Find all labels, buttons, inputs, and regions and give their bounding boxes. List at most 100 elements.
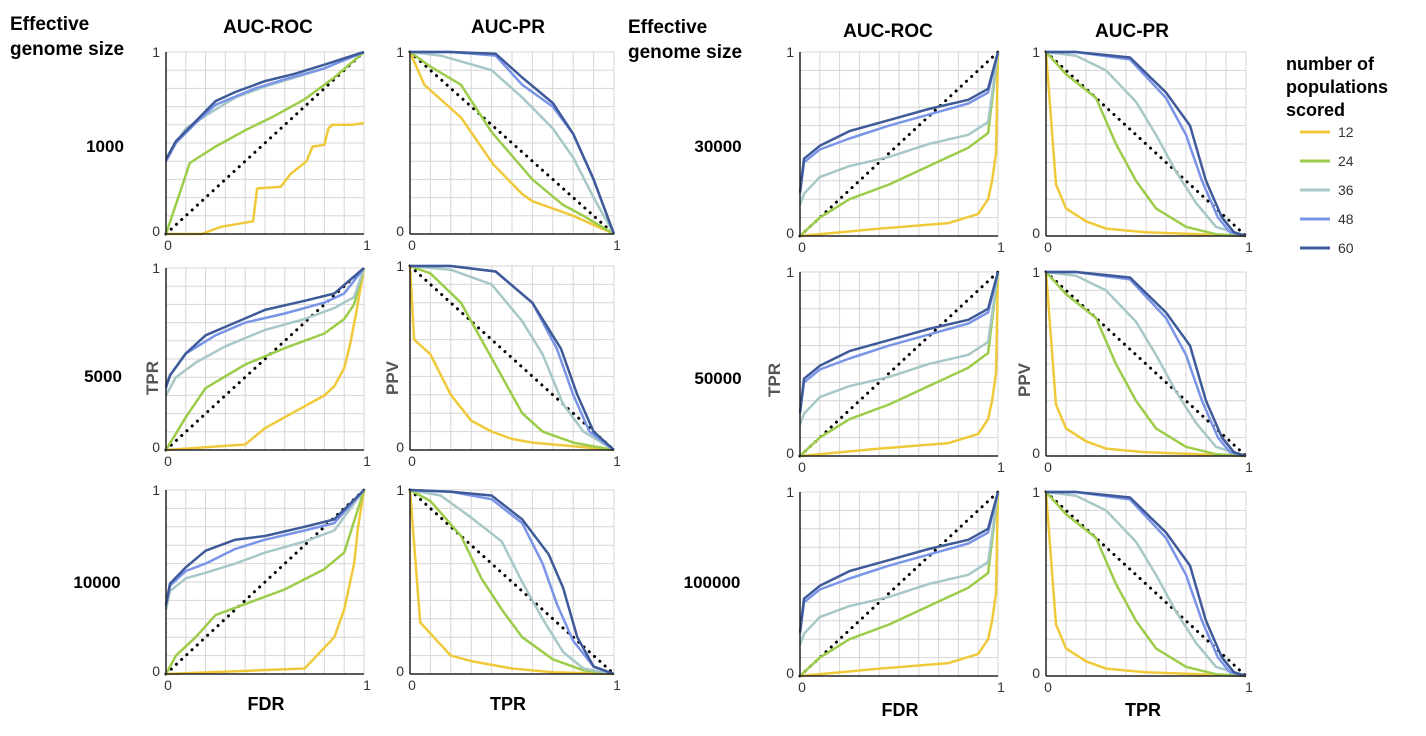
tick-label-x-0: 0 <box>1044 679 1052 695</box>
legend-label-36: 36 <box>1338 182 1354 198</box>
tick-label-y-1: 1 <box>152 482 160 498</box>
tick-label-y-0: 0 <box>1032 225 1040 241</box>
x-axis-label-fdr-left: FDR <box>248 694 285 714</box>
tick-label-y-0: 0 <box>1032 445 1040 461</box>
tick-label-y-1: 1 <box>152 44 160 60</box>
tick-label-y-0: 0 <box>396 439 404 455</box>
series-line-36 <box>1045 50 1247 238</box>
panel-10000-roc: 0 1 0 1 <box>152 482 371 693</box>
tick-label-y-1: 1 <box>396 258 404 274</box>
genome-size-label-1000: 1000 <box>86 137 124 156</box>
series-line-48 <box>798 51 1000 194</box>
series-line-12 <box>799 271 1000 458</box>
panel-50000-roc: 0 1 0 1 <box>786 264 1005 475</box>
tick-label-y-0: 0 <box>396 663 404 679</box>
tick-label-x-0: 0 <box>1044 459 1052 475</box>
tick-label-x-0: 0 <box>798 679 806 695</box>
series-line-24 <box>1045 51 1247 238</box>
random-baseline <box>798 490 1000 678</box>
series-line-12 <box>1044 491 1247 678</box>
tick-label-y-1: 1 <box>786 44 794 60</box>
series-line-36 <box>409 488 615 676</box>
panel-1000-roc: 0 1 0 1 <box>152 44 371 253</box>
series-line-24 <box>799 51 1000 237</box>
tick-label-x-1: 1 <box>997 459 1005 475</box>
tick-label-x-0: 0 <box>798 239 806 255</box>
genome-size-label-10000: 10000 <box>73 573 120 592</box>
series-line-60 <box>798 491 1000 632</box>
panel-100000-roc: 0 1 0 1 <box>786 484 1005 695</box>
tick-label-x-0: 0 <box>408 237 416 253</box>
series-line-12 <box>799 51 1000 238</box>
series-line-24 <box>409 488 615 676</box>
tick-label-y-0: 0 <box>396 223 404 239</box>
tick-label-x-1: 1 <box>613 237 621 253</box>
tick-label-x-0: 0 <box>408 453 416 469</box>
y-axis-label-tpr-right: TPR <box>765 363 784 397</box>
series-line-36 <box>1045 490 1247 678</box>
series-line-48 <box>164 489 365 607</box>
effective-genome-size-label-left-2: genome size <box>10 39 124 60</box>
auc-pr-header-right: AUC-PR <box>1095 21 1169 42</box>
legend-entry-60: 60 <box>1300 240 1354 256</box>
series-line-36 <box>164 267 366 396</box>
auc-pr-header-left: AUC-PR <box>471 17 545 38</box>
series-line-60 <box>164 50 365 160</box>
series-line-60 <box>410 264 615 451</box>
series-line-60 <box>798 51 1000 192</box>
legend-title-line-2: populations <box>1286 77 1388 97</box>
tick-label-y-1: 1 <box>786 484 794 500</box>
series-line-36 <box>1045 270 1247 458</box>
legend-entry-12: 12 <box>1300 124 1354 140</box>
tick-label-y-0: 0 <box>152 663 160 679</box>
tick-label-x-1: 1 <box>997 679 1005 695</box>
series-line-24 <box>164 489 366 675</box>
series-line-12 <box>408 489 615 676</box>
series-line-24 <box>409 264 615 452</box>
series-line-12 <box>408 265 615 452</box>
tick-label-x-1: 1 <box>363 237 371 253</box>
tick-label-y-1: 1 <box>152 260 160 276</box>
tick-label-y-1: 1 <box>1032 484 1040 500</box>
auc-roc-header-right: AUC-ROC <box>843 21 933 42</box>
tick-label-y-0: 0 <box>152 223 160 239</box>
x-axis-label-tpr-right: TPR <box>1125 700 1161 720</box>
panel-1000-pr: 0 1 0 1 <box>396 44 621 253</box>
legend-title-line-3: scored <box>1286 100 1345 120</box>
tick-label-y-1: 1 <box>1032 264 1040 280</box>
legend-entry-36: 36 <box>1300 182 1354 198</box>
series-line-36 <box>409 264 615 452</box>
genome-size-label-5000: 5000 <box>84 367 122 386</box>
effective-genome-size-label-right-2: genome size <box>628 42 742 63</box>
y-axis-label-tpr-left: TPR <box>143 361 162 395</box>
effective-genome-size-label-left-1: Effective <box>10 14 89 35</box>
series-line-12 <box>408 51 615 236</box>
y-axis-label-ppv-right: PPV <box>1015 362 1034 397</box>
effective-genome-size-label-right-1: Effective <box>628 17 707 38</box>
genome-size-label-50000: 50000 <box>694 369 741 388</box>
legend-entry-48: 48 <box>1300 211 1354 227</box>
random-baseline <box>798 50 1000 238</box>
panel-30000-pr: 0 1 0 1 <box>1032 44 1253 255</box>
panel-5000-pr: 0 1 0 1 <box>396 258 621 469</box>
tick-label-x-1: 1 <box>613 677 621 693</box>
random-baseline <box>408 50 616 236</box>
series-line-36 <box>409 50 616 235</box>
legend: 12 24 36 48 60 <box>1300 124 1354 256</box>
series-line-24 <box>799 491 1000 677</box>
panel-100000-pr: 0 1 0 1 <box>1032 484 1253 695</box>
series-line-24 <box>409 50 615 236</box>
series-line-60 <box>409 488 615 676</box>
x-axis-label-tpr-left: TPR <box>490 694 526 714</box>
tick-label-x-1: 1 <box>363 453 371 469</box>
tick-label-y-0: 0 <box>786 225 794 241</box>
series-line-48 <box>798 491 1000 634</box>
tick-label-x-0: 0 <box>798 459 806 475</box>
panel-10000-pr: 0 1 0 1 <box>396 482 621 693</box>
series-line-12 <box>165 489 366 676</box>
panel-50000-pr: 0 1 0 1 <box>1032 264 1253 475</box>
static-labels: Effective genome size AUC-ROC AUC-PR Eff… <box>10 14 1388 720</box>
series-line-24 <box>164 51 365 235</box>
